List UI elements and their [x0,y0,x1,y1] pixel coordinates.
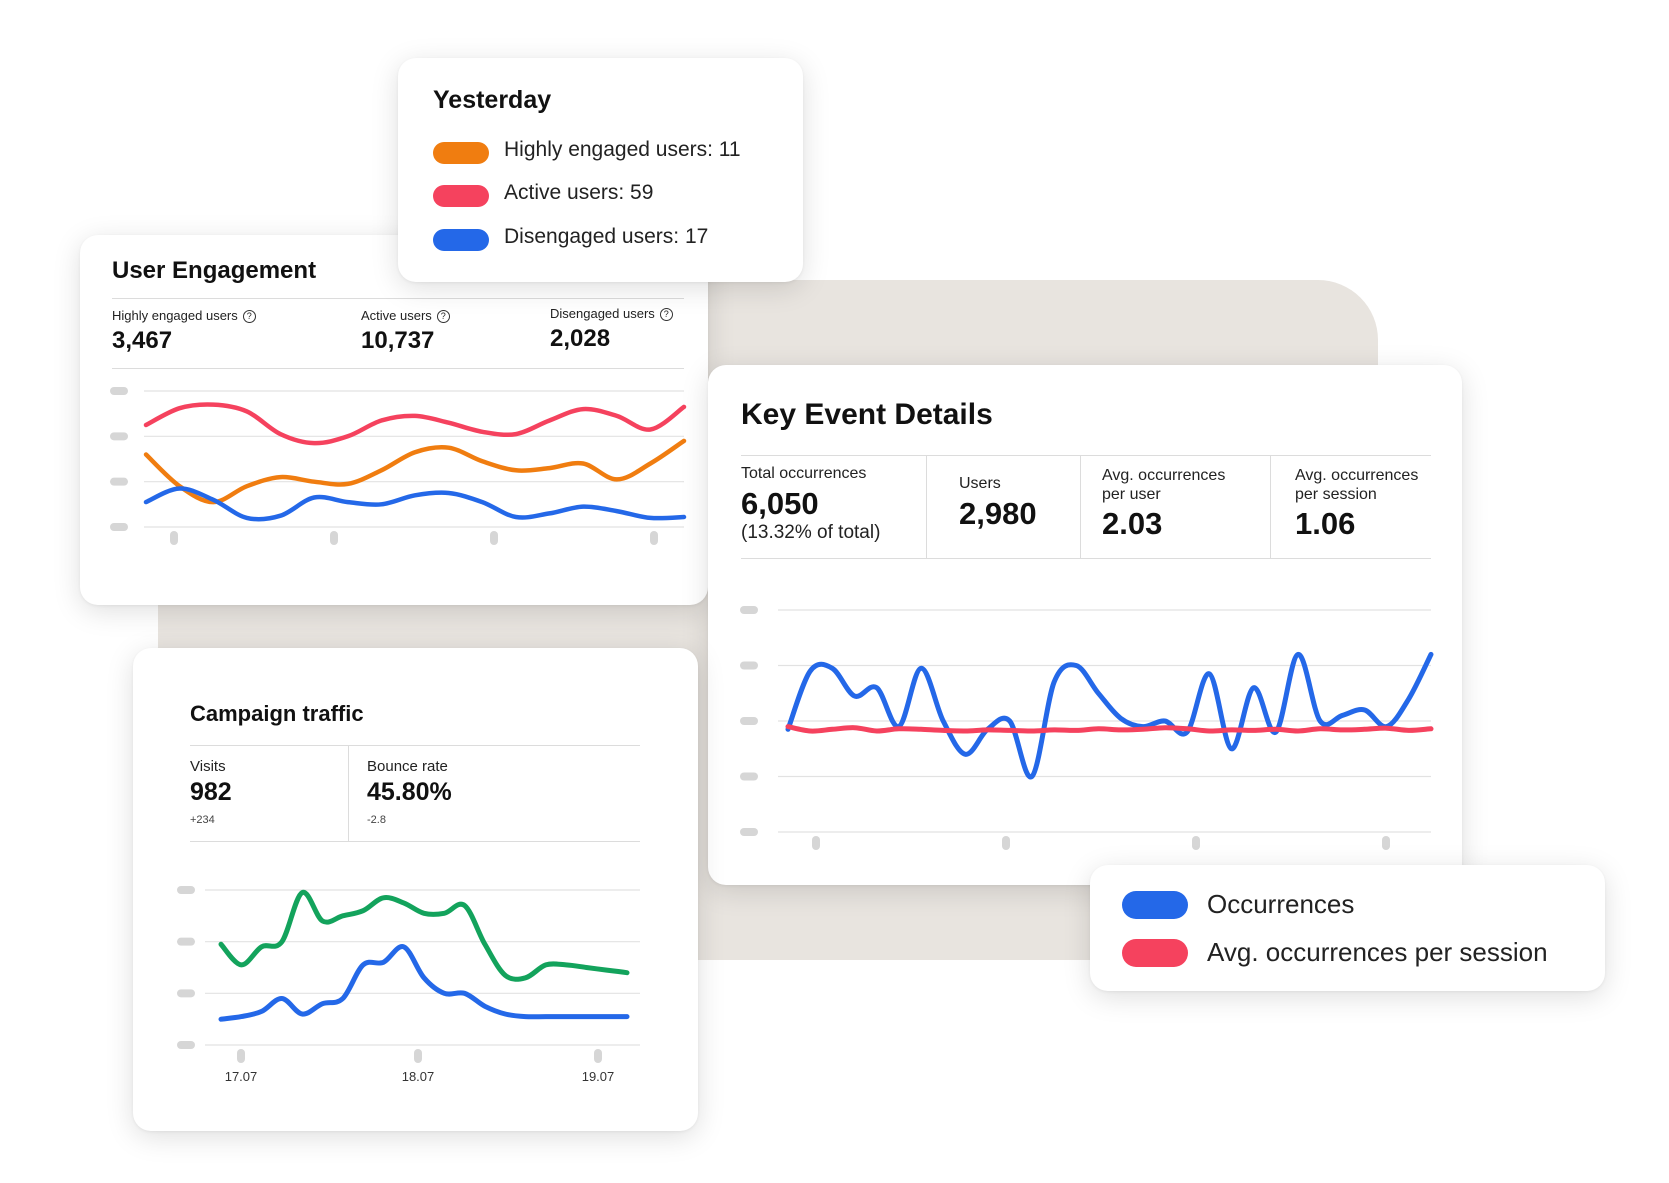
question-circle-icon[interactable]: ? [659,308,673,322]
highly-engaged-color-swatch [433,142,489,164]
y-axis-tick [177,1041,195,1049]
campaign-traffic-card: Campaign traffic Visits 982 +234 Bounce … [133,648,698,1131]
x-axis-label: 17.07 [225,1069,258,1084]
series-line-1 [218,890,630,982]
users-label: Users [959,475,1001,492]
x-axis-tick [170,531,178,545]
total-occurrences-share: (13.32% of total) [741,522,881,543]
x-axis-tick [1382,836,1390,850]
yesterday-title: Yesterday [433,86,552,114]
campaign-title: Campaign traffic [190,701,364,726]
x-axis-label: 19.07 [582,1069,615,1084]
divider [926,455,927,558]
y-axis-tick [740,828,758,836]
users-value: 2,980 [959,496,1037,531]
y-axis-tick [177,937,195,946]
occurrences-legend-label: Occurrences [1207,889,1355,919]
user-engagement-card: User Engagement Highly engaged users? 3,… [80,235,708,605]
x-axis-tick [1002,836,1010,850]
disengaged-color-swatch [433,229,489,251]
campaign-traffic-chart: 17.07 18.07 19.07 [177,886,640,1084]
yesterday-tooltip-card: Yesterday Highly engaged users: 11 Activ… [398,58,803,282]
visits-value: 982 [190,778,232,806]
bounce-rate-value: 45.80% [367,778,452,806]
divider [741,558,1431,559]
question-circle-icon[interactable]: ? [436,310,450,324]
key-event-chart [740,606,1434,850]
bounce-rate-delta: -2.8 [367,814,386,826]
user-engagement-title: User Engagement [112,257,317,284]
x-axis-tick [1192,836,1200,850]
highly-engaged-legend-label: Highly engaged users: 11 [504,138,741,161]
visits-label: Visits [190,758,226,775]
y-axis-tick [177,989,195,998]
avg-per-session-value: 1.06 [1295,506,1356,541]
user-engagement-chart [110,387,687,545]
key-event-title: Key Event Details [741,398,993,431]
series-line-2 [218,944,630,1022]
metric-active-users-value: 10,737 [361,327,435,354]
y-axis-tick [177,886,195,894]
bounce-rate-label: Bounce rate [367,758,448,775]
key-event-legend-card: Occurrences Avg. occurrences per session [1090,865,1605,991]
occurrences-color-swatch [1122,891,1188,919]
divider [190,841,640,842]
question-circle-icon[interactable]: ? [242,310,256,324]
metric-disengaged-label: Disengaged users? [550,306,673,322]
x-axis-tick [594,1049,602,1063]
avg-per-user-value: 2.03 [1102,506,1163,541]
y-axis-tick [110,523,128,531]
series-line-1 [785,651,1434,780]
total-occurrences-value: 6,050 [741,486,819,521]
divider [741,455,1431,456]
total-occurrences-label: Total occurrences [741,465,867,482]
series-line-2 [785,724,1434,734]
x-axis-tick [650,531,658,545]
disengaged-legend-label: Disengaged users: 17 [504,225,709,248]
x-axis-tick [414,1049,422,1063]
avg-per-session-label: Avg. occurrences per session [1295,467,1419,503]
divider [112,298,684,299]
metric-highly-engaged-label: Highly engaged users? [112,308,256,324]
avg-per-session-legend-label: Avg. occurrences per session [1207,937,1548,967]
active-users-color-swatch [433,185,489,207]
divider [348,745,349,841]
y-axis-tick [740,717,758,725]
metric-highly-engaged-value: 3,467 [112,327,173,354]
x-axis-tick [237,1049,245,1063]
x-axis-label: 18.07 [402,1069,435,1084]
y-axis-tick [110,387,128,395]
metric-disengaged-value: 2,028 [550,325,611,352]
y-axis-tick [740,772,758,781]
x-axis-tick [490,531,498,545]
series-line-2 [143,438,687,505]
metric-active-users-label: Active users? [361,308,450,324]
divider [190,745,640,746]
y-axis-tick [740,661,758,670]
visits-delta: +234 [190,814,215,826]
key-event-details-card: Key Event Details Total occurrences 6,05… [708,365,1462,885]
y-axis-tick [740,606,758,614]
avg-per-user-label: Avg. occurrences per user [1102,467,1226,503]
divider [1270,455,1271,558]
series-line-3 [143,486,687,522]
divider [112,368,684,369]
x-axis-tick [330,531,338,545]
y-axis-tick [110,432,128,441]
avg-per-session-color-swatch [1122,939,1188,967]
x-axis-tick [812,836,820,850]
y-axis-tick [110,477,128,486]
series-line-1 [143,402,687,446]
active-users-legend-label: Active users: 59 [504,181,654,204]
divider [1080,455,1081,558]
